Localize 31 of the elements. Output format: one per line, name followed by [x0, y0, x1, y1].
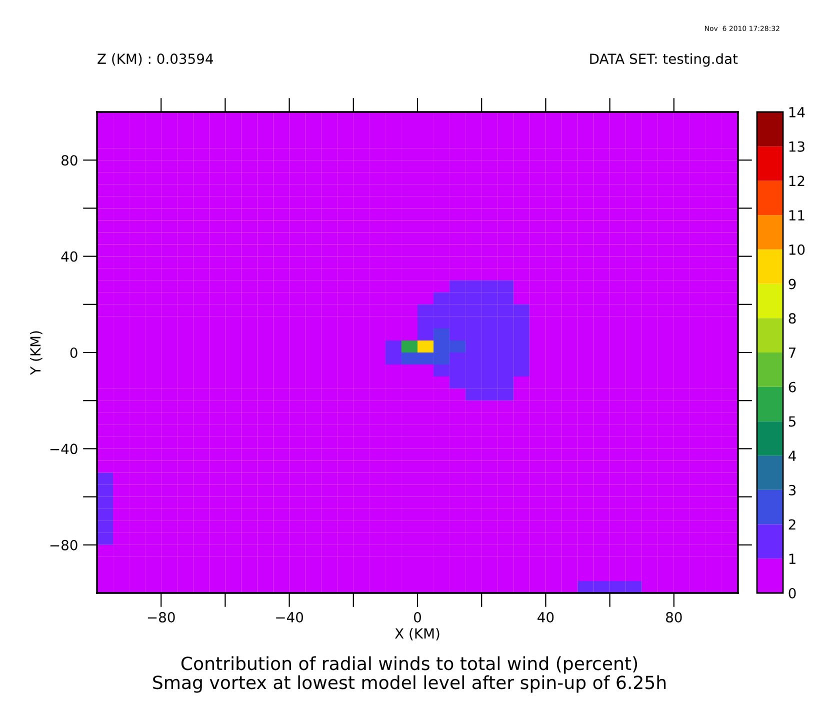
x-tick-label: −40 [276, 612, 304, 622]
y-axis-title: Y (KM) [30, 331, 42, 375]
color-bar-label: 13 [789, 141, 804, 152]
text: DATA SET: testing.dat [590, 53, 738, 67]
text: Z (KM) : 0.03594 [98, 53, 214, 66]
y-tick-label: −40 [50, 444, 78, 454]
x-tick-label: 0 [414, 612, 421, 622]
color-bar-label: 14 [789, 107, 805, 118]
x-tick-label: 40 [538, 612, 554, 622]
color-bar-label: 5 [788, 416, 796, 427]
y-tick-label: 40 [61, 251, 78, 262]
color-bar-label: 1 [789, 554, 796, 564]
y-tick-label: 80 [62, 155, 78, 166]
color-bar-label: 11 [789, 210, 804, 220]
color-bar-label: 12 [789, 176, 804, 186]
text: Contribution of radial winds to total wind (percent) [181, 656, 638, 674]
color-bar-label: 9 [788, 278, 796, 290]
color-bar-label: 3 [788, 484, 796, 496]
color-bar-label: 2 [788, 519, 796, 530]
color-bar-label: 6 [788, 382, 796, 392]
x-axis-title: X (KM) [394, 628, 440, 640]
x-tick-label: −80 [148, 612, 175, 622]
color-bar-label: 8 [788, 313, 796, 324]
y-tick-label: 0 [70, 347, 78, 358]
color-bar-label: 7 [789, 348, 796, 358]
color-bar-label: 0 [788, 588, 796, 598]
color-bar-label: 4 [788, 450, 796, 461]
text: Smag vortex at lowest model level after spin-up of 6.25h [153, 675, 666, 693]
y-tick-label: −80 [50, 540, 78, 550]
x-tick-label: 80 [666, 612, 682, 622]
color-bar-label: 10 [789, 244, 805, 255]
